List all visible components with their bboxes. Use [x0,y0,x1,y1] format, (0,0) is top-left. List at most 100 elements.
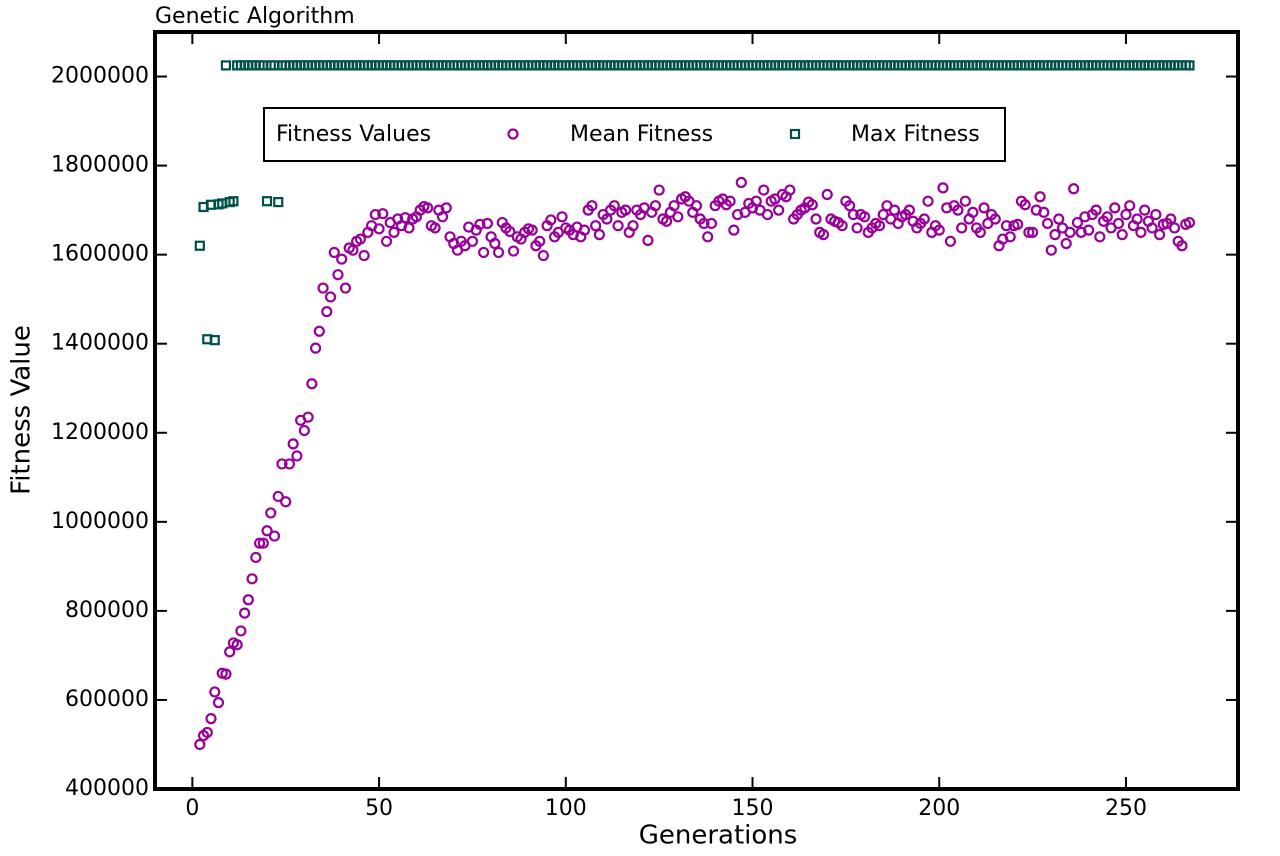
max-point [220,60,232,71]
mean-point [817,229,830,241]
mean-point [422,202,434,214]
mean-point [698,217,710,230]
legend-marker [789,128,801,140]
mean-point [291,450,303,462]
mean-point [313,325,325,337]
mean-point [724,195,736,207]
mean-point [358,249,370,262]
mean-point [388,226,400,238]
mean-point [261,525,273,537]
mean-point [1012,218,1024,230]
mean-point [1000,220,1013,232]
mean-point [806,199,818,211]
mean-point [1131,213,1143,225]
mean-point [339,282,352,294]
y-tick-label: 800000 [65,598,149,623]
mean-point [429,222,441,234]
mean-point [466,235,479,247]
y-tick-label: 400000 [65,776,149,801]
mean-point [1168,222,1181,234]
mean-point [1053,213,1065,225]
max-point [209,335,220,346]
mean-point [194,738,206,751]
max-point [228,196,239,207]
mean-point [758,184,770,196]
mean-point [1060,237,1072,250]
mean-point [250,551,262,564]
mean-point [653,184,665,196]
mean-point [944,235,957,247]
x-axis-label: Generations [639,821,798,851]
mean-point [888,204,901,216]
mean-point [1139,204,1151,216]
max-point [273,197,284,208]
mean-point [268,530,281,542]
mean-point [1109,202,1121,214]
x-tick-label: 100 [545,796,587,821]
mean-point [784,184,796,196]
mean-point [332,269,344,281]
mean-point [952,204,964,216]
mean-point [220,668,232,680]
mean-point [1041,217,1054,230]
mean-point [649,200,662,212]
mean-point [239,607,251,619]
mean-point [1083,224,1095,236]
mean-point [1068,183,1080,195]
mean-point [578,224,591,236]
mean-point [336,253,348,265]
mean-point [1183,216,1196,229]
mean-point [959,195,971,207]
mean-point [265,507,277,519]
mean-point [231,639,243,651]
mean-point [1101,211,1113,223]
mean-point [836,220,848,232]
mean-point [933,224,945,236]
mean-point [1112,217,1125,230]
mean-point [1135,226,1147,238]
mean-point [672,211,684,223]
mean-point [735,176,747,189]
max-point [194,240,205,251]
mean-point [478,246,490,259]
mean-point [526,224,538,236]
mean-point [1120,208,1132,221]
mean-point [873,220,886,232]
mean-point [440,202,452,214]
y-tick-label: 1800000 [51,153,149,178]
x-tick-label: 0 [185,796,199,821]
mean-point [257,537,269,549]
mean-point [601,213,613,225]
mean-point [773,204,785,216]
mean-point [590,220,602,232]
y-tick-label: 1600000 [51,242,149,267]
plot-area [194,60,1196,751]
mean-point [1146,222,1158,234]
mean-point [242,594,254,606]
mean-point [436,211,449,223]
mean-point [1049,229,1061,241]
mean-point [627,220,639,232]
mean-point [1116,229,1128,241]
mean-point [690,200,703,212]
mean-point [668,200,680,212]
x-tick-label: 50 [365,796,393,821]
mean-point [201,726,213,739]
y-tick-label: 1400000 [51,331,149,356]
mean-point [937,182,949,194]
mean-point [235,625,247,637]
mean-point [1176,240,1188,252]
mean-point [1124,200,1136,212]
mean-point [298,424,310,437]
mean-point [354,233,366,245]
y-tick-label: 1000000 [51,509,149,534]
mean-point [347,244,359,256]
mean-point [978,202,990,214]
mean-point [380,235,393,247]
mean-point [851,222,863,234]
mean-point [586,200,598,212]
mean-point [283,458,296,470]
legend-marker [507,128,519,140]
